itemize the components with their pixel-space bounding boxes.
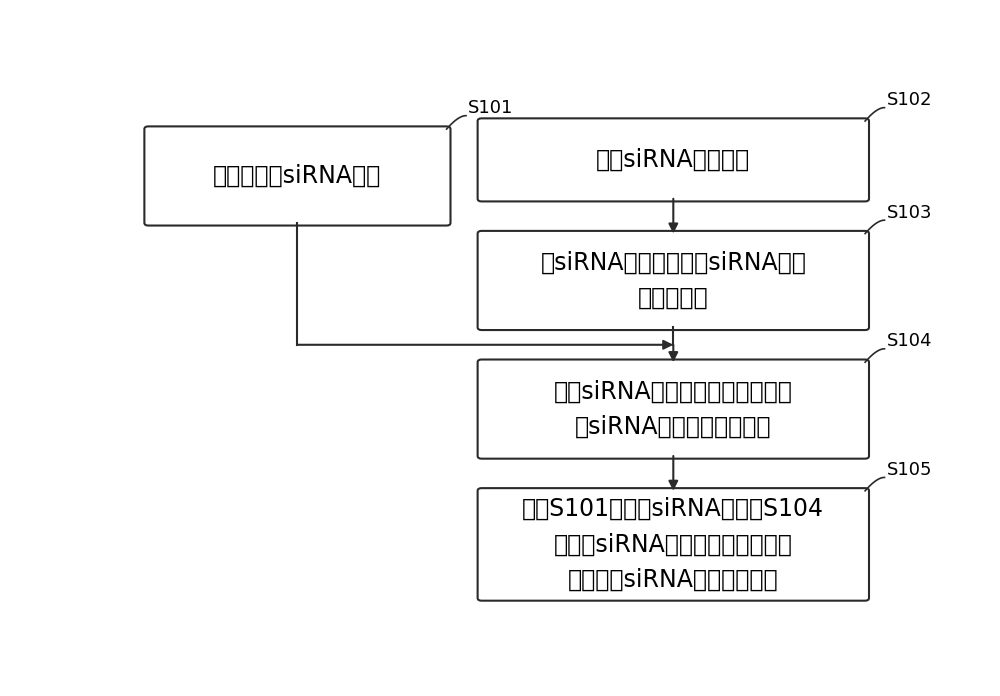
FancyBboxPatch shape (144, 127, 451, 226)
Text: 对siRNA设计规则设置siRNA设计
规则权重值: 对siRNA设计规则设置siRNA设计 规则权重值 (540, 251, 806, 310)
FancyBboxPatch shape (478, 360, 869, 459)
Text: 根据siRNA设计规则权重值计算得
到siRNA设计规则得分矩阵: 根据siRNA设计规则权重值计算得 到siRNA设计规则得分矩阵 (554, 379, 793, 438)
FancyBboxPatch shape (478, 488, 869, 601)
Text: S103: S103 (887, 204, 932, 222)
Text: 根据S101获取的siRNA数据和S104
获取的siRNA设计规则得分矩阵，
确定最佳siRNA设计规则权重: 根据S101获取的siRNA数据和S104 获取的siRNA设计规则得分矩阵， … (522, 497, 824, 592)
Text: 获取并处理siRNA数据: 获取并处理siRNA数据 (213, 164, 382, 188)
FancyBboxPatch shape (478, 118, 869, 201)
FancyBboxPatch shape (478, 231, 869, 330)
Text: S101: S101 (468, 100, 514, 118)
Text: S102: S102 (887, 91, 932, 109)
Text: 获取siRNA设计规则: 获取siRNA设计规则 (596, 148, 750, 172)
Text: S105: S105 (887, 461, 932, 479)
Text: S104: S104 (887, 333, 932, 350)
